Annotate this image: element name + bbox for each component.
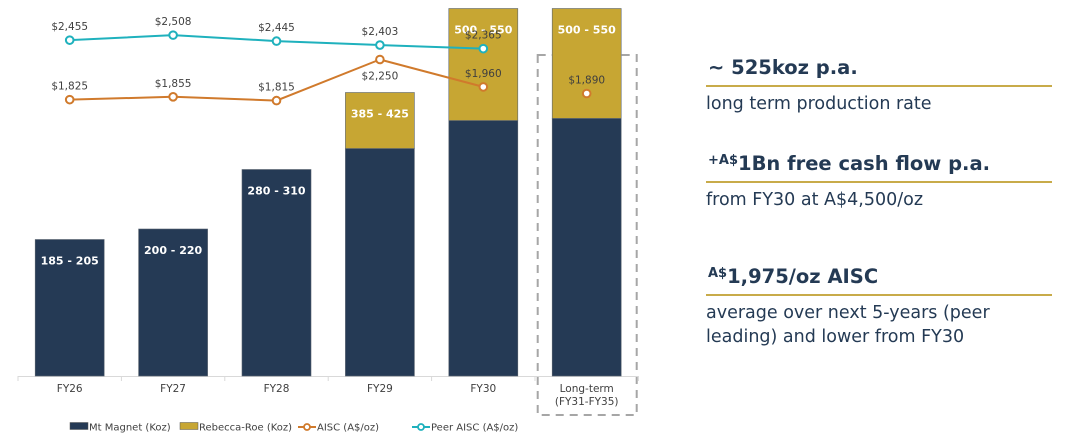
line-data-label-peer-aisc: $2,365 <box>465 30 502 42</box>
marker-aisc <box>581 88 592 99</box>
stat-headline: A$1,975/oz AISC <box>706 265 1052 288</box>
stat-free-cash-flow: +A$1Bn free cash flow p.a. from FY30 at … <box>706 152 1052 212</box>
legend-label: Mt Magnet (Koz) <box>89 423 171 434</box>
bar-data-label: 280 - 310 <box>247 185 305 198</box>
bar-mt-magnet-4 <box>448 120 519 377</box>
bar-mt-magnet-2 <box>241 169 312 377</box>
x-tick-label: FY28 <box>264 383 290 395</box>
gold-divider <box>706 294 1052 296</box>
marker-peer-aisc <box>375 40 385 50</box>
stat-value: ~ 525koz p.a. <box>708 56 858 79</box>
marker-aisc <box>64 94 75 105</box>
stat-caption: from FY30 at A$4,500/oz <box>706 190 924 210</box>
gold-divider <box>706 85 1052 87</box>
marker-peer-aisc <box>478 43 489 54</box>
bar-rebecca-roe-4 <box>448 8 519 121</box>
legend-marker <box>303 423 311 431</box>
line-data-label-aisc: $1,855 <box>155 78 192 90</box>
stat-aisc: A$1,975/oz AISC average over next 5-year… <box>706 265 1052 349</box>
bar-mt-magnet-1 <box>138 228 208 377</box>
bar-data-label: 500 - 550 <box>454 24 512 37</box>
line-data-label-peer-aisc: $2,508 <box>155 16 192 28</box>
stat-value: 1,975/oz AISC <box>727 265 879 288</box>
marker-peer-aisc <box>64 35 75 45</box>
x-tick-label: FY29 <box>367 383 393 395</box>
stat-headline: +A$1Bn free cash flow p.a. <box>706 152 1052 175</box>
marker-aisc <box>375 54 385 65</box>
stat-production: ~ 525koz p.a. long term production rate <box>706 56 1052 116</box>
stat-caption: average over next 5-years (peer leading)… <box>706 303 990 347</box>
line-data-label-peer-aisc: $2,455 <box>51 21 88 33</box>
bar-data-label: 385 - 425 <box>351 108 409 121</box>
marker-aisc <box>271 95 282 106</box>
line-data-label-aisc: $2,250 <box>362 71 399 83</box>
x-tick-label: FY30 <box>470 383 496 395</box>
bar-rebecca-roe-3 <box>345 92 415 149</box>
line-data-label-aisc: $1,825 <box>51 81 88 93</box>
x-tick-label: Long-term <box>560 383 614 395</box>
marker-peer-aisc <box>271 36 282 46</box>
legend-label: AISC (A$/oz) <box>317 423 379 434</box>
stat-caption: long term production rate <box>706 94 932 114</box>
x-tick-label: FY27 <box>160 383 186 395</box>
stat-prefix: +A$ <box>708 153 738 168</box>
line-data-label-peer-aisc: $2,445 <box>258 22 295 34</box>
legend-label: Peer AISC (A$/oz) <box>431 423 518 434</box>
production-aisc-chart: 185 - 205 200 - 220 280 - 310 385 - 425 500 … <box>17 8 639 434</box>
bar-data-label: 185 - 205 <box>41 255 99 268</box>
marker-aisc <box>478 82 489 92</box>
stat-prefix: A$ <box>708 266 728 281</box>
line-aisc <box>69 58 484 102</box>
stat-headline: ~ 525koz p.a. <box>706 56 1052 79</box>
marker-aisc <box>168 92 178 102</box>
bar-mt-magnet-5 <box>551 118 622 377</box>
line-data-label-peer-aisc: $2,403 <box>362 26 399 38</box>
x-tick-label: FY26 <box>57 383 83 395</box>
legend-swatch <box>179 422 199 430</box>
bar-data-label: 200 - 220 <box>144 244 202 257</box>
bar-rebecca-roe-5 <box>551 8 622 119</box>
marker-peer-aisc <box>168 30 178 40</box>
stat-value: 1Bn free cash flow p.a. <box>738 152 991 175</box>
legend-marker <box>417 423 425 431</box>
bar-mt-magnet-3 <box>345 148 415 377</box>
legend-label: Rebecca-Roe (Koz) <box>199 423 292 434</box>
line-data-label-aisc: $1,815 <box>258 82 295 94</box>
x-tick-label: (FY31-FY35) <box>555 396 619 408</box>
bar-data-label: 500 - 550 <box>558 24 616 37</box>
gold-divider <box>706 181 1052 183</box>
line-data-label-aisc: $1,890 <box>568 75 605 87</box>
legend-swatch <box>69 422 89 430</box>
line-data-label-aisc: $1,960 <box>465 68 502 80</box>
bar-mt-magnet-0 <box>34 239 105 377</box>
